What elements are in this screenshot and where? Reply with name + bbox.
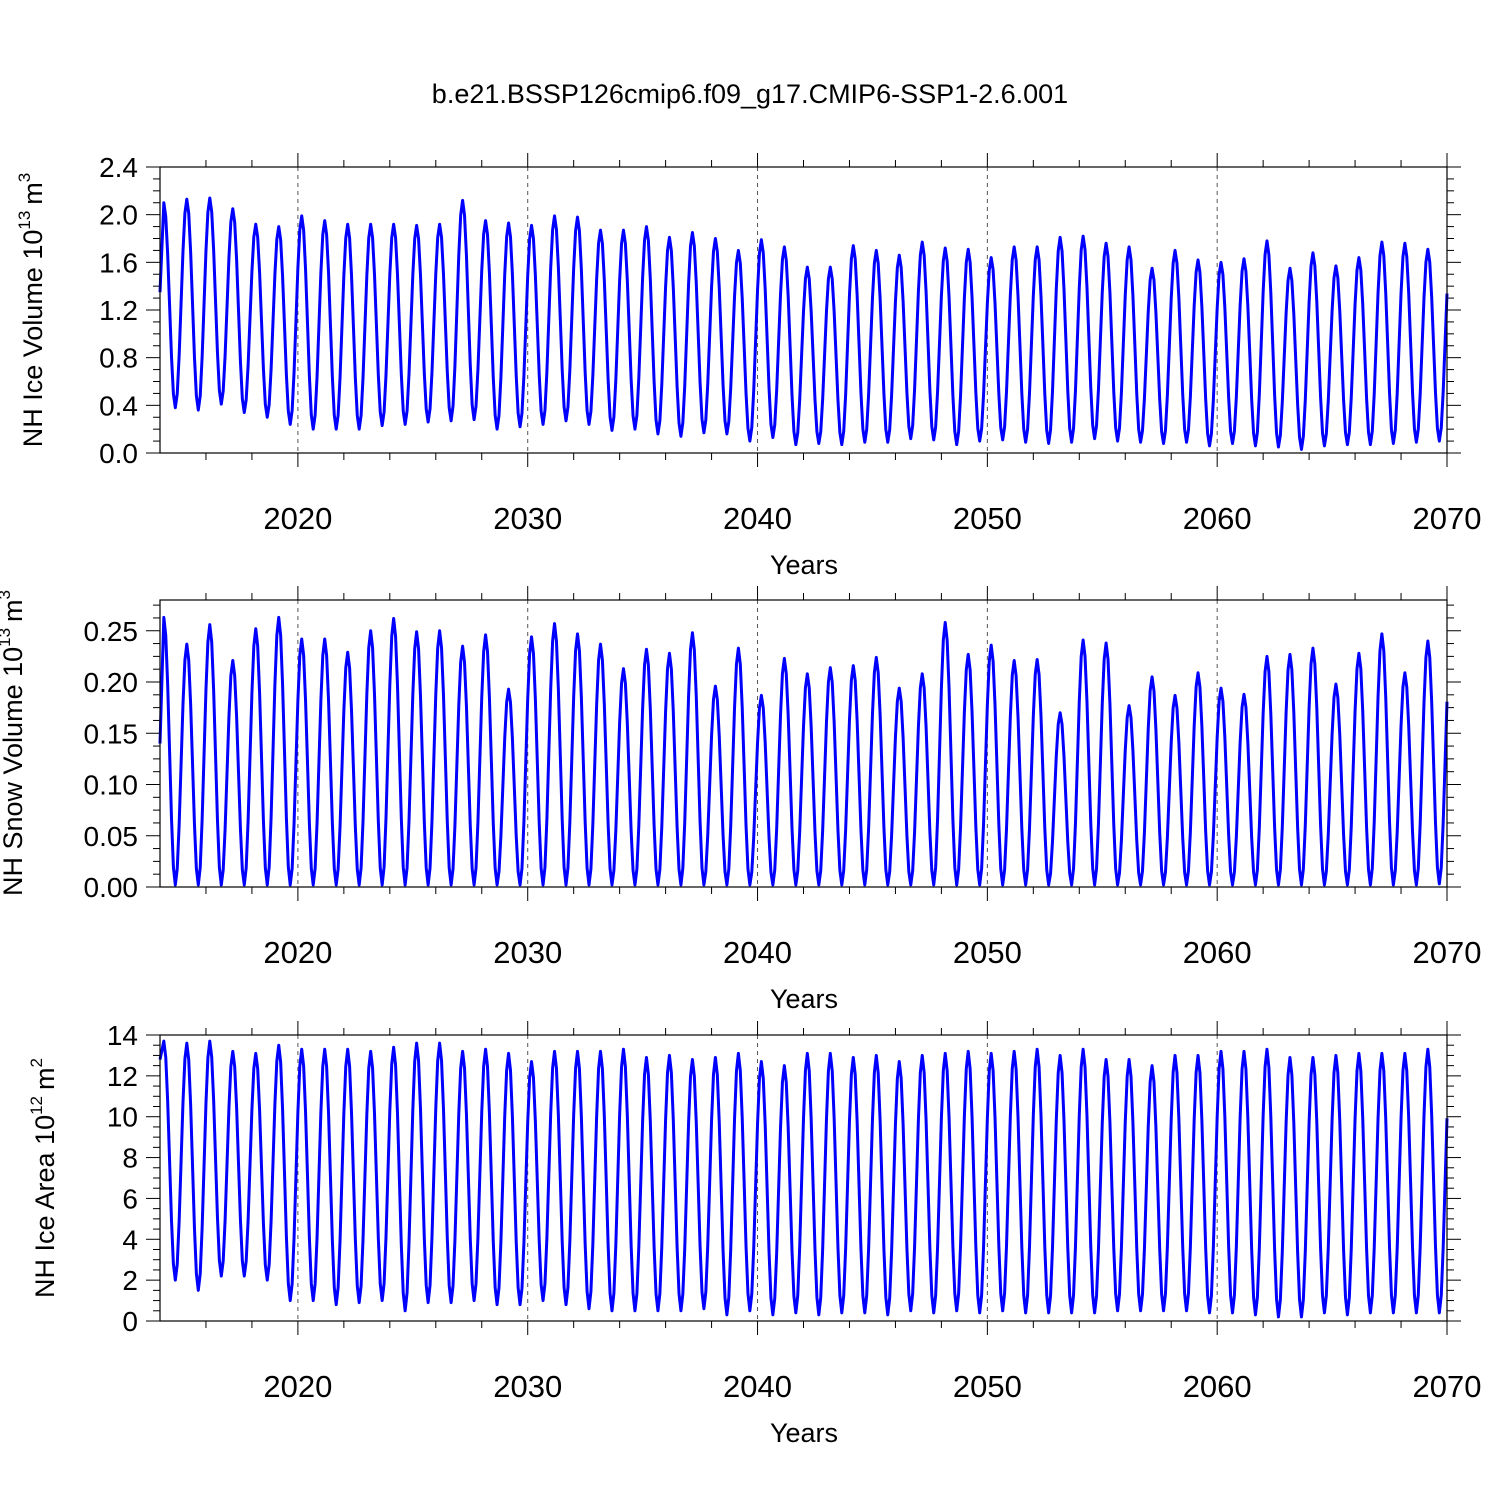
y-tick-label: 10 (107, 1102, 138, 1133)
y-axis-title: NH Snow Volume 1013m3 (0, 590, 28, 896)
y-tick-label: 2 (122, 1265, 138, 1296)
x-axis-title: Years (770, 1418, 838, 1448)
ice-area-series-line (158, 1039, 1449, 1319)
x-tick-label: 2050 (953, 935, 1022, 970)
y-tick-labels: 0 2 4 6 8 10 12 14 (107, 1020, 138, 1337)
x-axis-title: Years (770, 550, 838, 580)
x-tick-label: 2030 (493, 935, 562, 970)
y-tick-label: 12 (107, 1061, 138, 1092)
ice-volume-series-line (158, 196, 1449, 451)
y-tick-label: 0 (122, 1306, 138, 1337)
x-tick-label: 2060 (1183, 1369, 1252, 1404)
y-tick-label: 1.6 (99, 247, 138, 278)
plot-frame (159, 166, 1448, 454)
y-tick-label: 0.0 (99, 438, 138, 469)
y-tick-label: 8 (122, 1143, 138, 1174)
y-tick-label: 0.4 (99, 390, 138, 421)
y-tick-label: 0.00 (84, 872, 139, 903)
x-tick-label: 2040 (723, 1369, 792, 1404)
x-tick-label: 2070 (1413, 1369, 1482, 1404)
x-tick-label: 2020 (263, 501, 332, 536)
y-axis-title: NH Ice Volume 1013m3 (15, 173, 48, 448)
panel-snow-volume: 0.00 0.05 0.10 0.15 0.20 0.25 2020 2030 2040 205… (0, 586, 1481, 1014)
panel-ice-area: 0 2 4 6 8 10 12 14 2020 2030 2040 2050 2060 2070 Yea… (27, 1020, 1481, 1448)
snow-volume-series-line (158, 615, 1449, 887)
y-tick-label: 0.05 (84, 821, 139, 852)
y-tick-label: 0.8 (99, 343, 138, 374)
y-tick-label: 4 (122, 1224, 138, 1255)
y-tick-label: 2.0 (99, 200, 138, 231)
x-tick-label: 2070 (1413, 501, 1482, 536)
x-tick-label: 2040 (723, 935, 792, 970)
axis-ticks (146, 1021, 1461, 1335)
y-tick-label: 0.15 (84, 718, 139, 749)
panel-ice-volume: 0.00.40.81.21.62.02.4 2020 2030 2040 2050 20… (15, 152, 1481, 580)
x-tick-label: 2060 (1183, 935, 1252, 970)
x-tick-labels: 2020 2030 2040 2050 2060 2070 (263, 1369, 1481, 1404)
x-tick-label: 2040 (723, 501, 792, 536)
x-tick-label: 2070 (1413, 935, 1482, 970)
y-tick-labels: 0.00 0.05 0.10 0.15 0.20 0.25 (84, 616, 139, 903)
x-tick-label: 2020 (263, 935, 332, 970)
y-tick-label: 0.25 (84, 616, 139, 647)
x-tick-label: 2030 (493, 1369, 562, 1404)
x-tick-labels: 2020 2030 2040 2050 2060 2070 (263, 935, 1481, 970)
figure-title: b.e21.BSSP126cmip6.f09_g17.CMIP6-SSP1-2.… (432, 79, 1068, 109)
x-tick-label: 2050 (953, 501, 1022, 536)
x-tick-label: 2060 (1183, 501, 1252, 536)
y-tick-label: 1.2 (99, 295, 138, 326)
x-tick-labels: 2020 2030 2040 2050 2060 2070 (263, 501, 1481, 536)
axis-ticks (146, 586, 1461, 901)
x-tick-label: 2050 (953, 1369, 1022, 1404)
y-tick-label: 14 (107, 1020, 138, 1051)
x-tick-label: 2020 (263, 1369, 332, 1404)
y-axis-title: NH Ice Area 1012m2 (27, 1058, 60, 1298)
y-tick-label: 0.20 (84, 667, 139, 698)
x-axis-title: Years (770, 984, 838, 1014)
y-tick-label: 6 (122, 1183, 138, 1214)
plot-frame (159, 1034, 1448, 1322)
axis-ticks (146, 153, 1461, 467)
y-tick-label: 2.4 (99, 152, 138, 183)
y-tick-labels: 0.0 0.4 0.8 1.2 1.6 2.0 2.4 (99, 152, 138, 469)
x-tick-label: 2030 (493, 501, 562, 536)
plot-frame (159, 599, 1448, 888)
y-tick-label: 0.10 (84, 770, 139, 801)
